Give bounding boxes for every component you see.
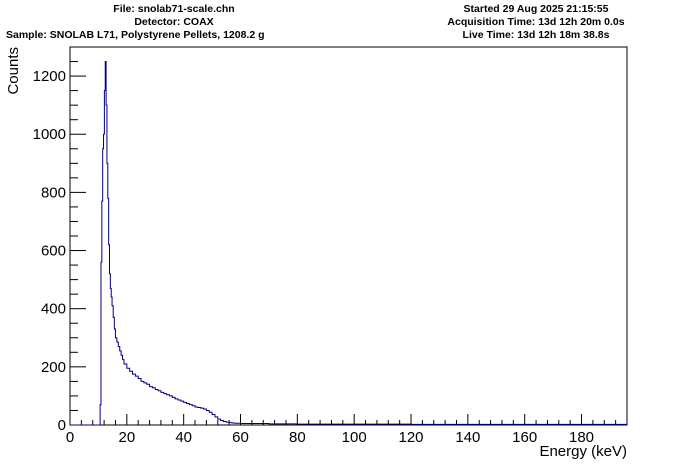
x-tick-label: 60 — [232, 429, 249, 446]
y-tick-label: 1000 — [33, 126, 66, 143]
x-axis-title: Energy (keV) — [539, 443, 627, 460]
header-file: File: snolab71-scale.chn — [113, 3, 235, 15]
plot-frame — [69, 46, 628, 426]
y-tick-label: 600 — [41, 243, 66, 260]
y-tick-label: 1200 — [33, 68, 66, 85]
x-tick-label: 80 — [289, 429, 306, 446]
x-tick-label: 160 — [512, 429, 537, 446]
y-tick-label: 200 — [41, 359, 66, 376]
x-tick-label: 140 — [455, 429, 480, 446]
header-live-time: Live Time: 13d 12h 18m 38.8s — [462, 29, 610, 41]
x-tick-label: 100 — [342, 429, 367, 446]
header-detector: Detector: COAX — [134, 16, 214, 28]
y-axis: 0 200 400 600 800 1000 1200 — [33, 46, 86, 434]
x-tick-label: 20 — [118, 429, 135, 446]
header-started: Started 29 Aug 2025 21:15:55 — [463, 3, 609, 15]
y-axis-title: Counts — [5, 47, 22, 95]
y-tick-label: 0 — [58, 417, 66, 434]
x-axis: 0 20 40 60 80 100 120 140 160 180 — [66, 414, 628, 446]
x-tick-label: 40 — [175, 429, 192, 446]
x-tick-label: 120 — [399, 429, 424, 446]
header-acquisition: Acquisition Time: 13d 12h 20m 0.0s — [447, 16, 625, 28]
y-tick-label: 800 — [41, 184, 66, 201]
spectrum-line — [70, 61, 627, 426]
x-tick-label: 0 — [66, 429, 74, 446]
y-tick-label: 400 — [41, 301, 66, 318]
x-tick-label: 180 — [569, 429, 594, 446]
header-sample: Sample: SNOLAB L71, Polystyrene Pellets,… — [6, 29, 265, 41]
